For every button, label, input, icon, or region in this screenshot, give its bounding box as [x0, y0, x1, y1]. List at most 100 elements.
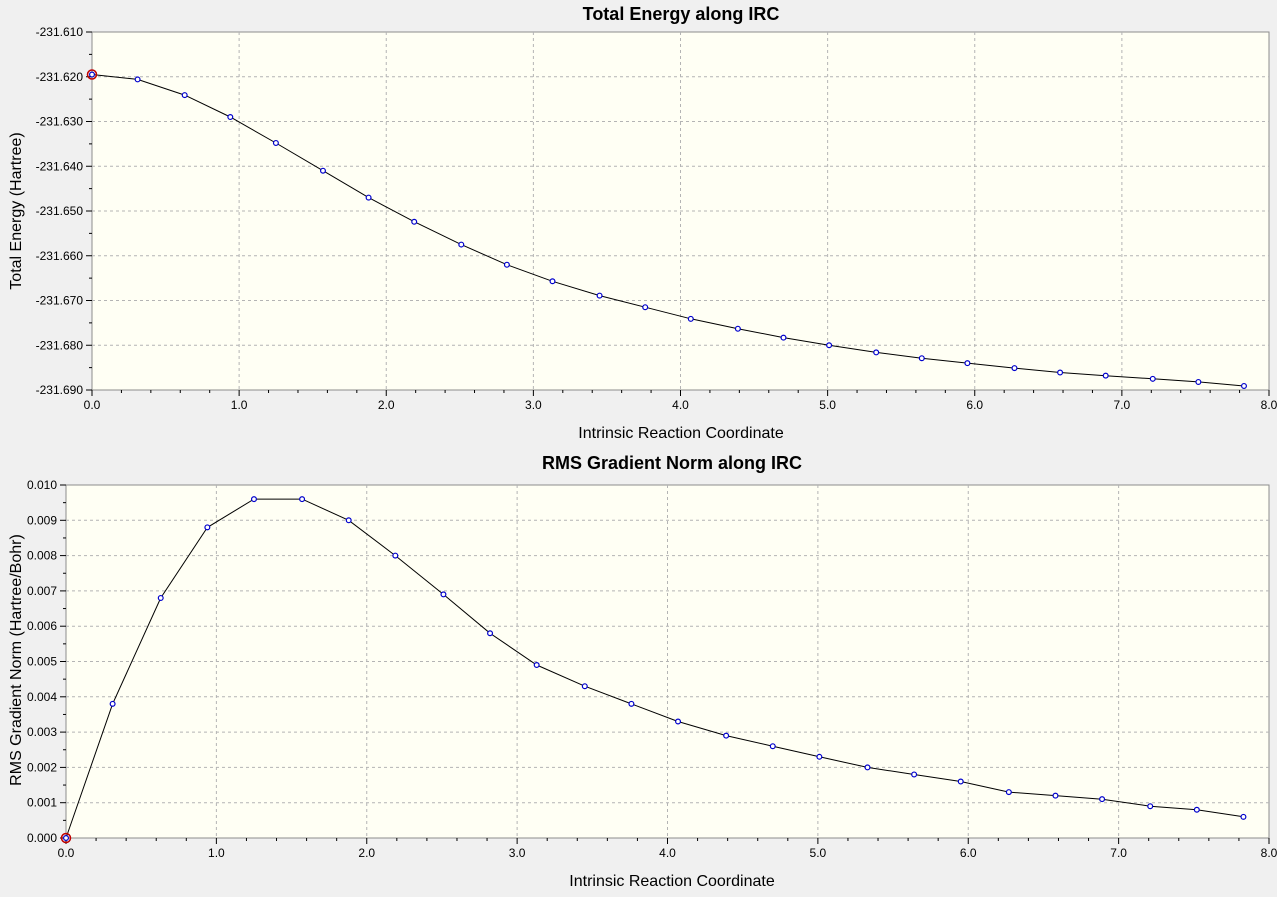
data-point[interactable]: [734, 325, 741, 332]
y-tick-label: 0.006: [27, 619, 57, 633]
y-tick-label: 0.001: [27, 796, 57, 810]
data-point[interactable]: [1052, 792, 1059, 799]
y-tick-label: 0.010: [27, 478, 57, 492]
data-point[interactable]: [769, 743, 776, 750]
series-line: [91, 74, 1245, 387]
x-axis-label: Intrinsic Reaction Coordinate: [569, 873, 775, 890]
series-line: [65, 498, 1244, 839]
data-point[interactable]: [411, 218, 418, 225]
y-tick-label: 0.009: [27, 513, 57, 527]
rms-gradient-chart-svg: RMS Gradient Norm along IRC Intrinsic Re…: [8, 453, 1277, 890]
x-tick-label: 2.0: [378, 398, 395, 412]
y-axis-label: Total Energy (Hartree): [8, 132, 25, 289]
y-tick-label: -231.690: [36, 383, 84, 397]
chart-title: RMS Gradient Norm along IRC: [542, 453, 802, 473]
x-tick-label: 0.0: [84, 398, 101, 412]
data-point[interactable]: [918, 355, 925, 362]
data-point[interactable]: [687, 315, 694, 322]
y-tick-label: 0.008: [27, 549, 57, 563]
data-point[interactable]: [964, 360, 971, 367]
y-tick-label: -231.670: [36, 294, 84, 308]
data-point[interactable]: [181, 92, 188, 99]
x-tick-label: 1.0: [231, 398, 248, 412]
data-point[interactable]: [109, 700, 116, 707]
data-point[interactable]: [549, 278, 556, 285]
data-point[interactable]: [596, 292, 603, 299]
data-point[interactable]: [628, 700, 635, 707]
data-point[interactable]: [581, 683, 588, 690]
data-point[interactable]: [440, 591, 447, 598]
x-tick-label: 7.0: [1114, 398, 1131, 412]
y-tick-label: -231.680: [36, 338, 84, 352]
data-point[interactable]: [1005, 789, 1012, 796]
data-point[interactable]: [675, 718, 682, 725]
current-point-highlight[interactable]: [86, 69, 98, 80]
chart-title: Total Energy along IRC: [583, 4, 780, 24]
data-point[interactable]: [911, 771, 918, 778]
x-tick-label: 4.0: [672, 398, 689, 412]
y-tick-label: -231.640: [36, 159, 84, 173]
x-tick-label: 3.0: [509, 846, 526, 860]
data-point[interactable]: [826, 342, 833, 349]
data-point[interactable]: [458, 241, 465, 248]
x-tick-label: 8.0: [1261, 846, 1277, 860]
data-point[interactable]: [1149, 375, 1156, 382]
data-point[interactable]: [533, 662, 540, 669]
x-tick-label: 1.0: [208, 846, 225, 860]
data-point[interactable]: [816, 753, 823, 760]
total-energy-chart: Total Energy along IRC Intrinsic Reactio…: [0, 0, 1277, 448]
data-point[interactable]: [204, 524, 211, 531]
data-point[interactable]: [1195, 378, 1202, 385]
data-point[interactable]: [957, 778, 964, 785]
y-tick-label: -231.620: [36, 70, 84, 84]
data-point[interactable]: [487, 630, 494, 637]
data-point[interactable]: [864, 764, 871, 771]
data-point[interactable]: [723, 732, 730, 739]
y-tick-label: 0.004: [27, 690, 57, 704]
y-tick-label: 0.000: [27, 831, 57, 845]
data-point[interactable]: [227, 114, 234, 121]
y-tick-label: 0.003: [27, 725, 57, 739]
data-point[interactable]: [1240, 382, 1247, 389]
x-tick-label: 7.0: [1110, 846, 1127, 860]
data-point[interactable]: [1057, 369, 1064, 376]
data-point[interactable]: [134, 76, 141, 83]
data-point[interactable]: [1011, 365, 1018, 372]
y-tick-label: -231.630: [36, 115, 84, 129]
data-point[interactable]: [345, 517, 352, 524]
y-tick-label: -231.650: [36, 204, 84, 218]
y-tick-label: -231.660: [36, 249, 84, 263]
y-tick-label: 0.005: [27, 655, 57, 669]
x-tick-label: 5.0: [819, 398, 836, 412]
rms-gradient-chart: RMS Gradient Norm along IRC Intrinsic Re…: [0, 448, 1277, 897]
x-tick-label: 8.0: [1261, 398, 1277, 412]
data-point[interactable]: [157, 594, 164, 601]
data-point[interactable]: [1099, 796, 1106, 803]
data-point[interactable]: [62, 835, 69, 842]
y-tick-label: 0.007: [27, 584, 57, 598]
data-point[interactable]: [392, 552, 399, 559]
x-tick-label: 3.0: [525, 398, 542, 412]
x-tick-label: 6.0: [966, 398, 983, 412]
data-point[interactable]: [319, 167, 326, 174]
data-point[interactable]: [503, 261, 510, 268]
data-point[interactable]: [250, 496, 257, 503]
current-point-highlight[interactable]: [60, 832, 72, 844]
x-tick-label: 0.0: [58, 846, 75, 860]
data-point[interactable]: [1102, 372, 1109, 379]
data-point[interactable]: [1147, 803, 1154, 810]
data-point[interactable]: [1240, 813, 1247, 820]
data-point[interactable]: [642, 304, 649, 311]
data-point[interactable]: [1193, 806, 1200, 813]
x-tick-label: 4.0: [659, 846, 676, 860]
data-point[interactable]: [272, 139, 279, 146]
x-axis-label: Intrinsic Reaction Coordinate: [578, 425, 784, 442]
y-tick-label: -231.610: [36, 25, 84, 39]
data-point[interactable]: [299, 496, 306, 503]
data-point[interactable]: [365, 194, 372, 201]
total-energy-chart-svg: Total Energy along IRC Intrinsic Reactio…: [8, 4, 1277, 442]
data-point[interactable]: [88, 71, 95, 78]
y-tick-label: 0.002: [27, 760, 57, 774]
data-point[interactable]: [780, 334, 787, 341]
data-point[interactable]: [873, 349, 880, 356]
